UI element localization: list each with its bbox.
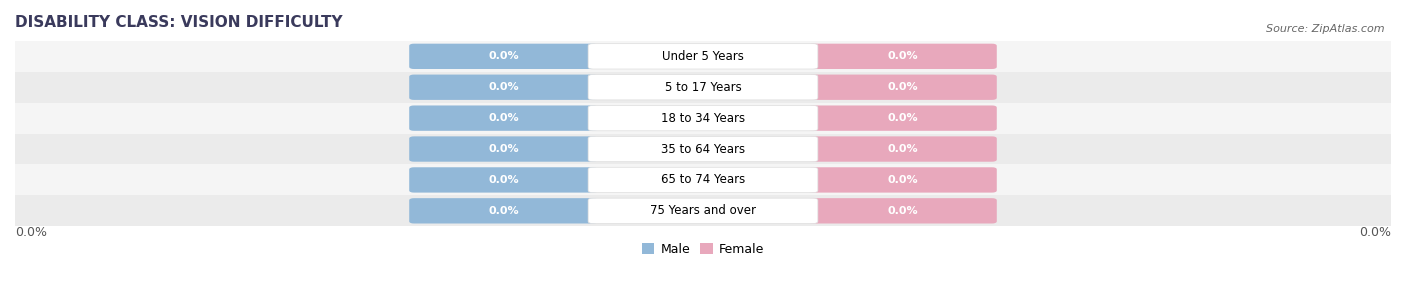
FancyBboxPatch shape xyxy=(808,106,997,131)
Text: 0.0%: 0.0% xyxy=(488,113,519,123)
FancyBboxPatch shape xyxy=(588,136,818,162)
FancyBboxPatch shape xyxy=(588,106,818,131)
FancyBboxPatch shape xyxy=(588,44,818,69)
FancyBboxPatch shape xyxy=(808,44,997,69)
Bar xyxy=(15,164,1391,196)
FancyBboxPatch shape xyxy=(808,136,997,162)
Text: DISABILITY CLASS: VISION DIFFICULTY: DISABILITY CLASS: VISION DIFFICULTY xyxy=(15,15,343,30)
Bar xyxy=(15,41,1391,72)
FancyBboxPatch shape xyxy=(409,106,598,131)
Text: 5 to 17 Years: 5 to 17 Years xyxy=(665,81,741,94)
Text: 0.0%: 0.0% xyxy=(488,82,519,92)
Text: 0.0%: 0.0% xyxy=(887,82,918,92)
FancyBboxPatch shape xyxy=(808,74,997,100)
Text: Source: ZipAtlas.com: Source: ZipAtlas.com xyxy=(1267,24,1385,34)
Text: 18 to 34 Years: 18 to 34 Years xyxy=(661,112,745,125)
Text: Under 5 Years: Under 5 Years xyxy=(662,50,744,63)
Text: 0.0%: 0.0% xyxy=(1360,226,1391,239)
Bar xyxy=(15,103,1391,134)
FancyBboxPatch shape xyxy=(808,198,997,224)
Text: 0.0%: 0.0% xyxy=(887,51,918,61)
Text: 0.0%: 0.0% xyxy=(887,113,918,123)
Text: 0.0%: 0.0% xyxy=(887,175,918,185)
FancyBboxPatch shape xyxy=(808,167,997,192)
FancyBboxPatch shape xyxy=(588,167,818,192)
FancyBboxPatch shape xyxy=(588,198,818,224)
FancyBboxPatch shape xyxy=(409,74,598,100)
Bar xyxy=(15,196,1391,226)
Text: 0.0%: 0.0% xyxy=(488,175,519,185)
FancyBboxPatch shape xyxy=(409,198,598,224)
Text: 0.0%: 0.0% xyxy=(488,51,519,61)
FancyBboxPatch shape xyxy=(409,136,598,162)
Text: 75 Years and over: 75 Years and over xyxy=(650,204,756,217)
Bar xyxy=(15,134,1391,164)
Text: 65 to 74 Years: 65 to 74 Years xyxy=(661,174,745,186)
FancyBboxPatch shape xyxy=(409,167,598,192)
Bar xyxy=(15,72,1391,103)
Text: 0.0%: 0.0% xyxy=(15,226,46,239)
Text: 0.0%: 0.0% xyxy=(887,206,918,216)
Text: 35 to 64 Years: 35 to 64 Years xyxy=(661,142,745,156)
Legend: Male, Female: Male, Female xyxy=(637,238,769,261)
Text: 0.0%: 0.0% xyxy=(488,144,519,154)
Text: 0.0%: 0.0% xyxy=(887,144,918,154)
FancyBboxPatch shape xyxy=(409,44,598,69)
FancyBboxPatch shape xyxy=(588,74,818,100)
Text: 0.0%: 0.0% xyxy=(488,206,519,216)
